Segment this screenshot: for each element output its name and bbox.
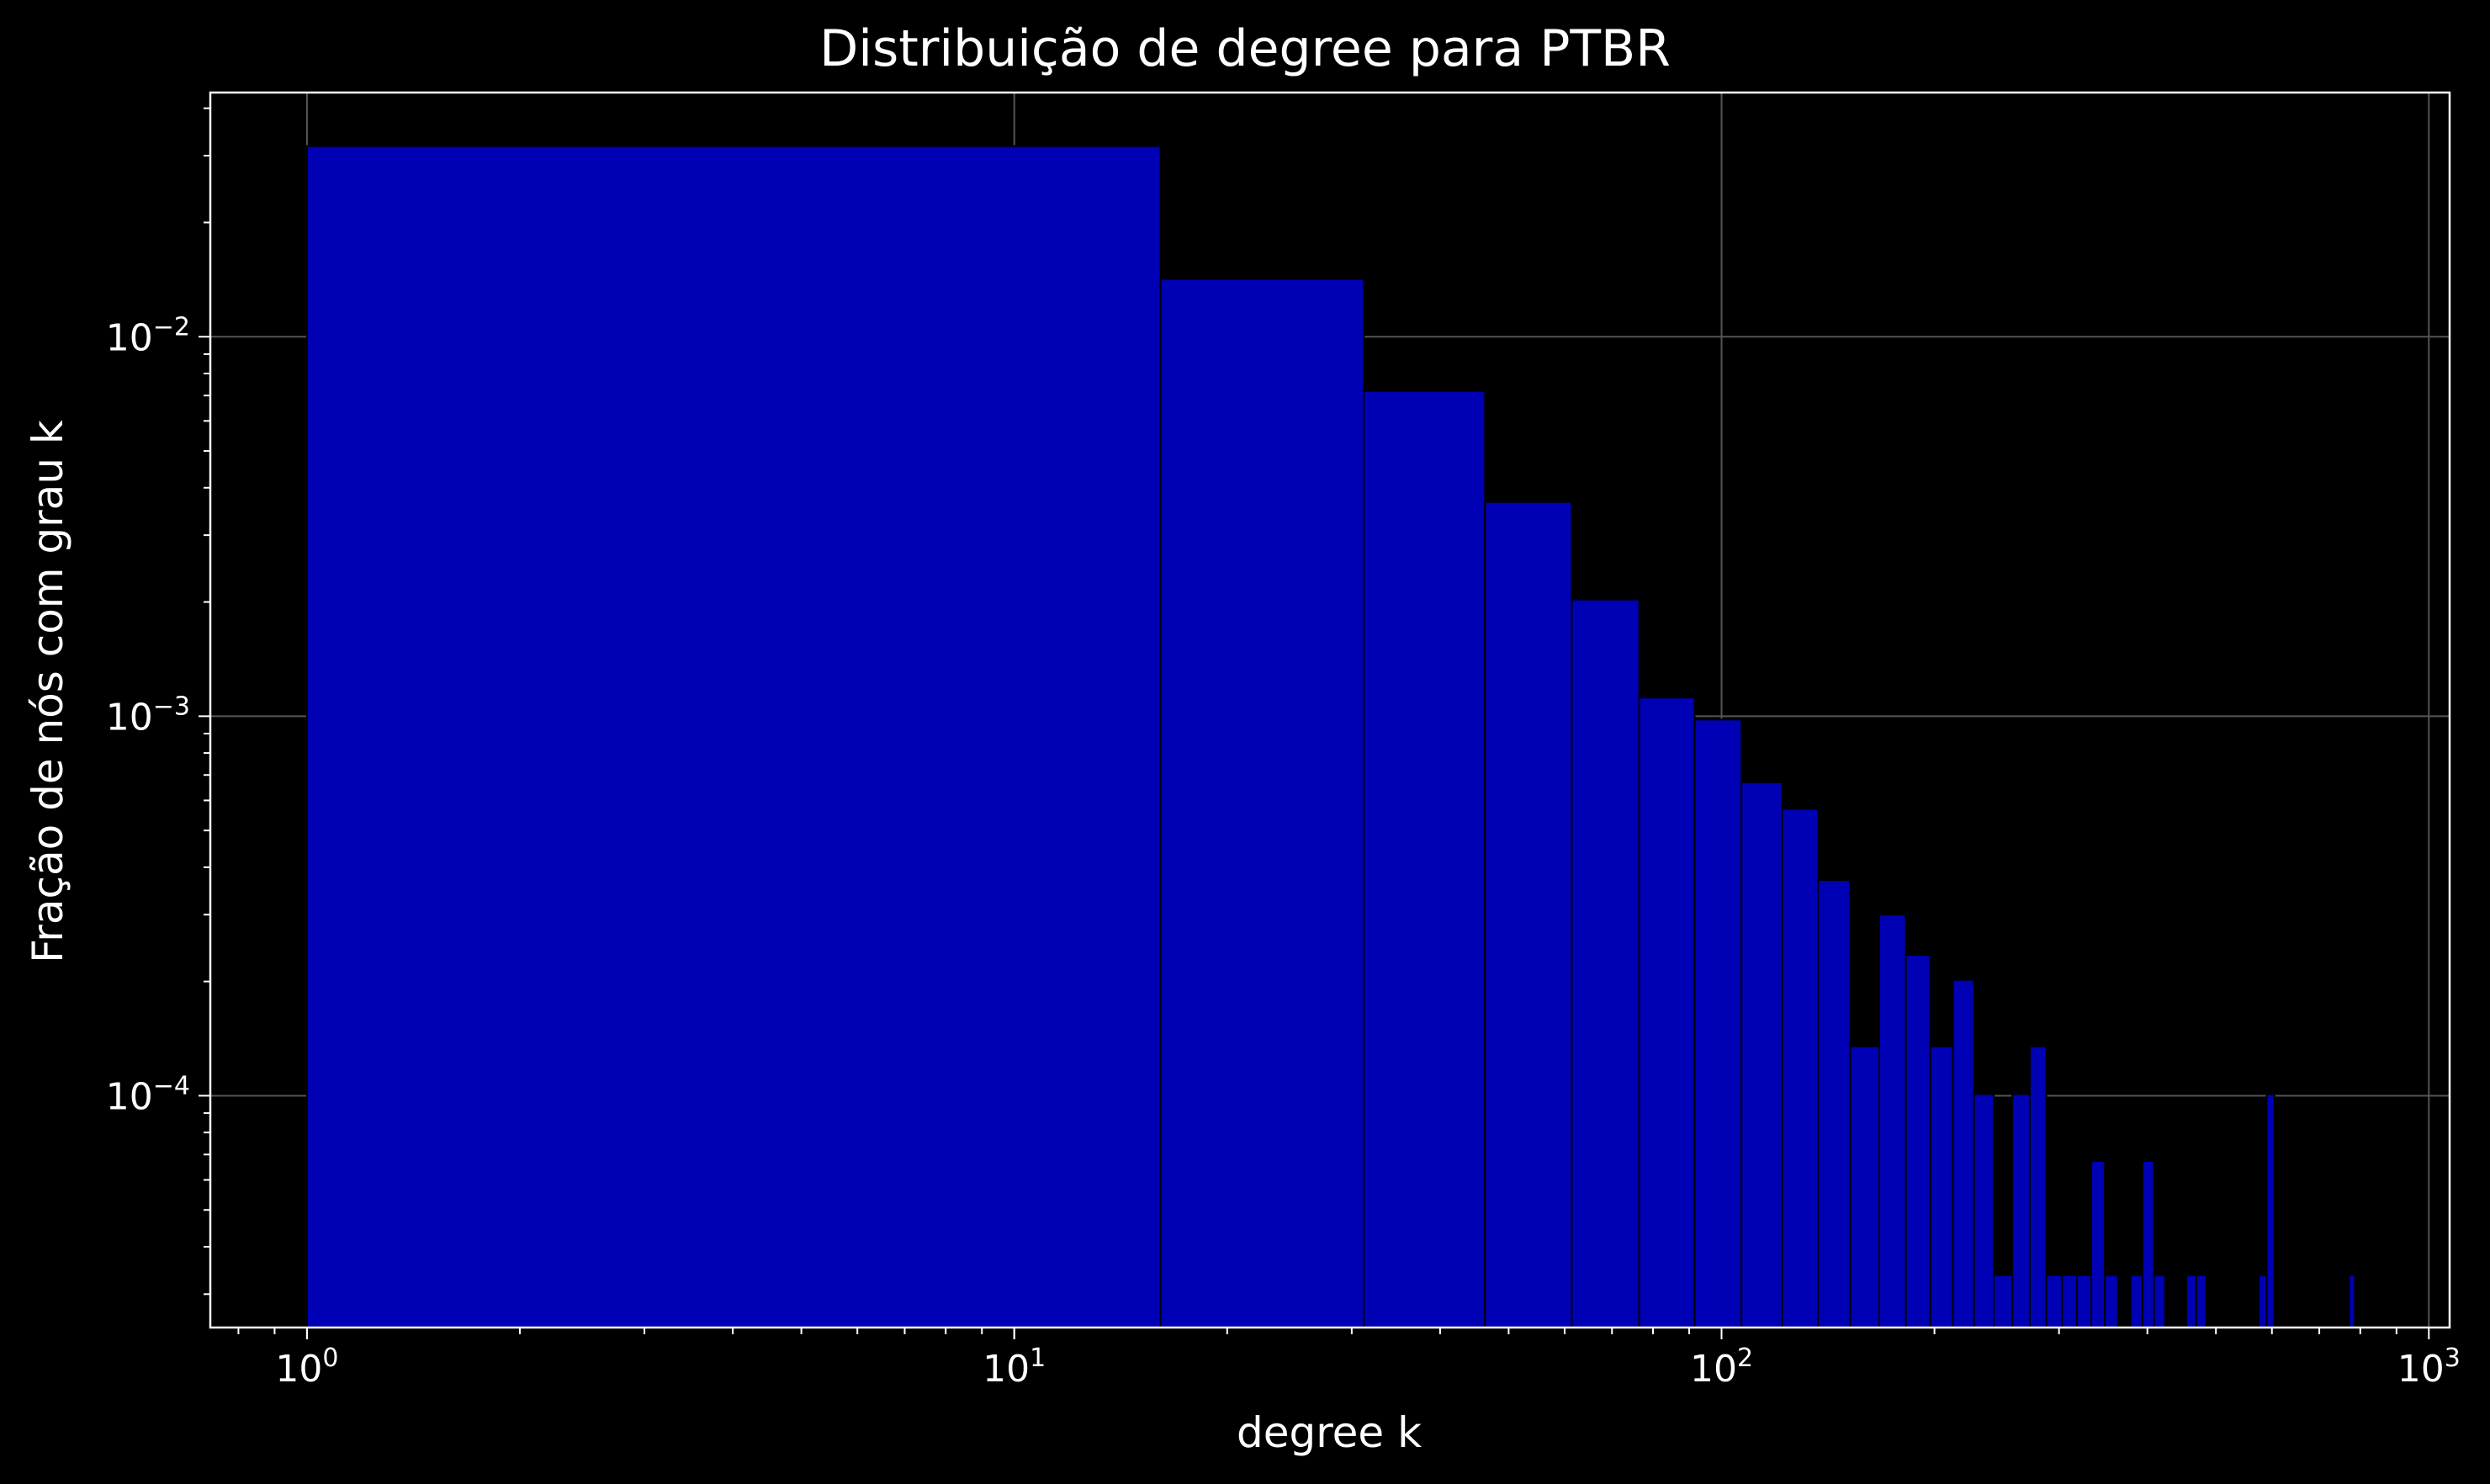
chart-title: Distribuição de degree para PTBR [819,19,1671,78]
histogram-bar [2011,1093,2031,1329]
x-tick-label: 103 [2397,1344,2461,1391]
histogram-bar [1781,808,1820,1328]
plot-frame [209,91,2451,1329]
histogram-bar [1973,1093,1995,1329]
x-axis-label: degree k [1237,1408,1422,1457]
histogram-bar [1740,781,1783,1328]
histogram-bar [1638,697,1696,1328]
histogram-bar [305,145,1162,1329]
histogram-bar [1849,1045,1880,1329]
histogram-bar [2195,1274,2207,1328]
histogram-bar [2258,1274,2268,1328]
histogram-bar [2153,1274,2166,1328]
histogram-bar [1878,914,1907,1328]
histogram-bar [1693,718,1743,1328]
histogram-bar [2185,1274,2197,1328]
y-axis-label: Fração de nós com grau k [24,420,72,963]
histogram-bar [1952,978,1975,1329]
histogram-bar [2129,1274,2143,1328]
histogram-bar [2141,1160,2155,1328]
histogram-bar [2045,1274,2064,1328]
histogram-bar [1484,501,1573,1328]
histogram-bar [2348,1274,2356,1328]
histogram-bar [2090,1160,2106,1328]
y-tick-label: 10−2 [106,312,190,359]
x-tick-label: 101 [983,1344,1046,1391]
histogram-bar [2061,1274,2079,1328]
histogram-bar [2076,1274,2092,1328]
histogram-bar [1993,1274,2014,1328]
y-tick-label: 10−3 [106,692,190,739]
histogram-bar [1159,278,1365,1329]
x-tick-label: 100 [275,1344,338,1391]
y-tick-label: 10−4 [106,1071,190,1118]
x-tick-label: 102 [1690,1344,1753,1391]
histogram-bar [1929,1045,1954,1329]
histogram-bar [2028,1045,2048,1329]
histogram-bar [2104,1274,2119,1328]
histogram-bar [1571,598,1640,1328]
histogram-bar [1817,879,1852,1328]
histogram-bar [1363,390,1486,1329]
histogram-bar [2265,1093,2275,1329]
ticks-group: 100 101 102 103 10−2 10−3 10−4 [106,107,2461,1391]
histogram-bar [1905,954,1931,1329]
